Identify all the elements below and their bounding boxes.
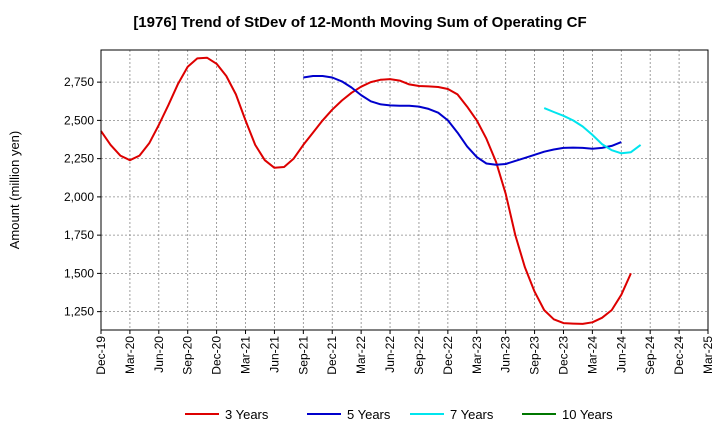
series-lines (100, 56, 642, 325)
x-tick-label: Dec-19 (94, 336, 108, 375)
x-tick-label: Mar-21 (239, 336, 253, 374)
y-tick-label: 2,250 (64, 152, 94, 166)
x-axis: Dec-19 Mar-20 Jun-20 Sep-20 Dec-20 Mar-21 Jun-… (94, 330, 715, 375)
y-tick-label: 1,250 (64, 305, 94, 319)
grid (101, 50, 708, 330)
x-tick-label: Mar-22 (354, 336, 368, 374)
y-tick-label: 2,000 (64, 190, 94, 204)
x-tick-label: Dec-21 (325, 336, 339, 375)
x-tick-label: Sep-21 (296, 336, 310, 375)
series-line-7-years (543, 107, 642, 155)
x-tick-label: Sep-20 (181, 336, 195, 375)
chart-title: [1976] Trend of StDev of 12-Month Moving… (133, 14, 587, 31)
y-axis: 1,250 1,500 1,750 2,000 2,250 2,500 2,750 (64, 75, 101, 319)
y-tick-label: 1,500 (64, 266, 94, 280)
x-tick-label: Jun-24 (614, 336, 628, 373)
x-tick-label: Mar-25 (701, 336, 715, 374)
legend: 3 Years 5 Years 7 Years 10 Years (185, 407, 613, 422)
x-tick-label: Mar-23 (470, 336, 484, 374)
legend-label: 3 Years (225, 407, 269, 422)
y-tick-label: 2,500 (64, 113, 94, 127)
y-tick-label: 1,750 (64, 228, 94, 242)
series-line-3-years (100, 56, 632, 325)
x-tick-label: Jun-22 (383, 336, 397, 373)
legend-label: 10 Years (562, 407, 613, 422)
x-tick-label: Jun-23 (499, 336, 513, 373)
x-tick-label: Sep-23 (528, 336, 542, 375)
legend-label: 5 Years (347, 407, 391, 422)
x-tick-label: Jun-20 (152, 336, 166, 373)
x-tick-label: Dec-22 (441, 336, 455, 375)
x-tick-label: Dec-23 (556, 336, 570, 375)
y-axis-title: Amount (million yen) (7, 131, 22, 250)
x-tick-label: Sep-24 (643, 336, 657, 375)
legend-label: 7 Years (450, 407, 494, 422)
plot-area (100, 49, 709, 331)
x-tick-label: Dec-20 (210, 336, 224, 375)
x-tick-label: Jun-21 (267, 336, 281, 373)
x-tick-label: Dec-24 (672, 336, 686, 375)
x-tick-label: Mar-24 (585, 336, 599, 374)
y-tick-label: 2,750 (64, 75, 94, 89)
x-tick-label: Sep-22 (412, 336, 426, 375)
series-line-5-years (303, 75, 622, 166)
x-tick-label: Mar-20 (123, 336, 137, 374)
